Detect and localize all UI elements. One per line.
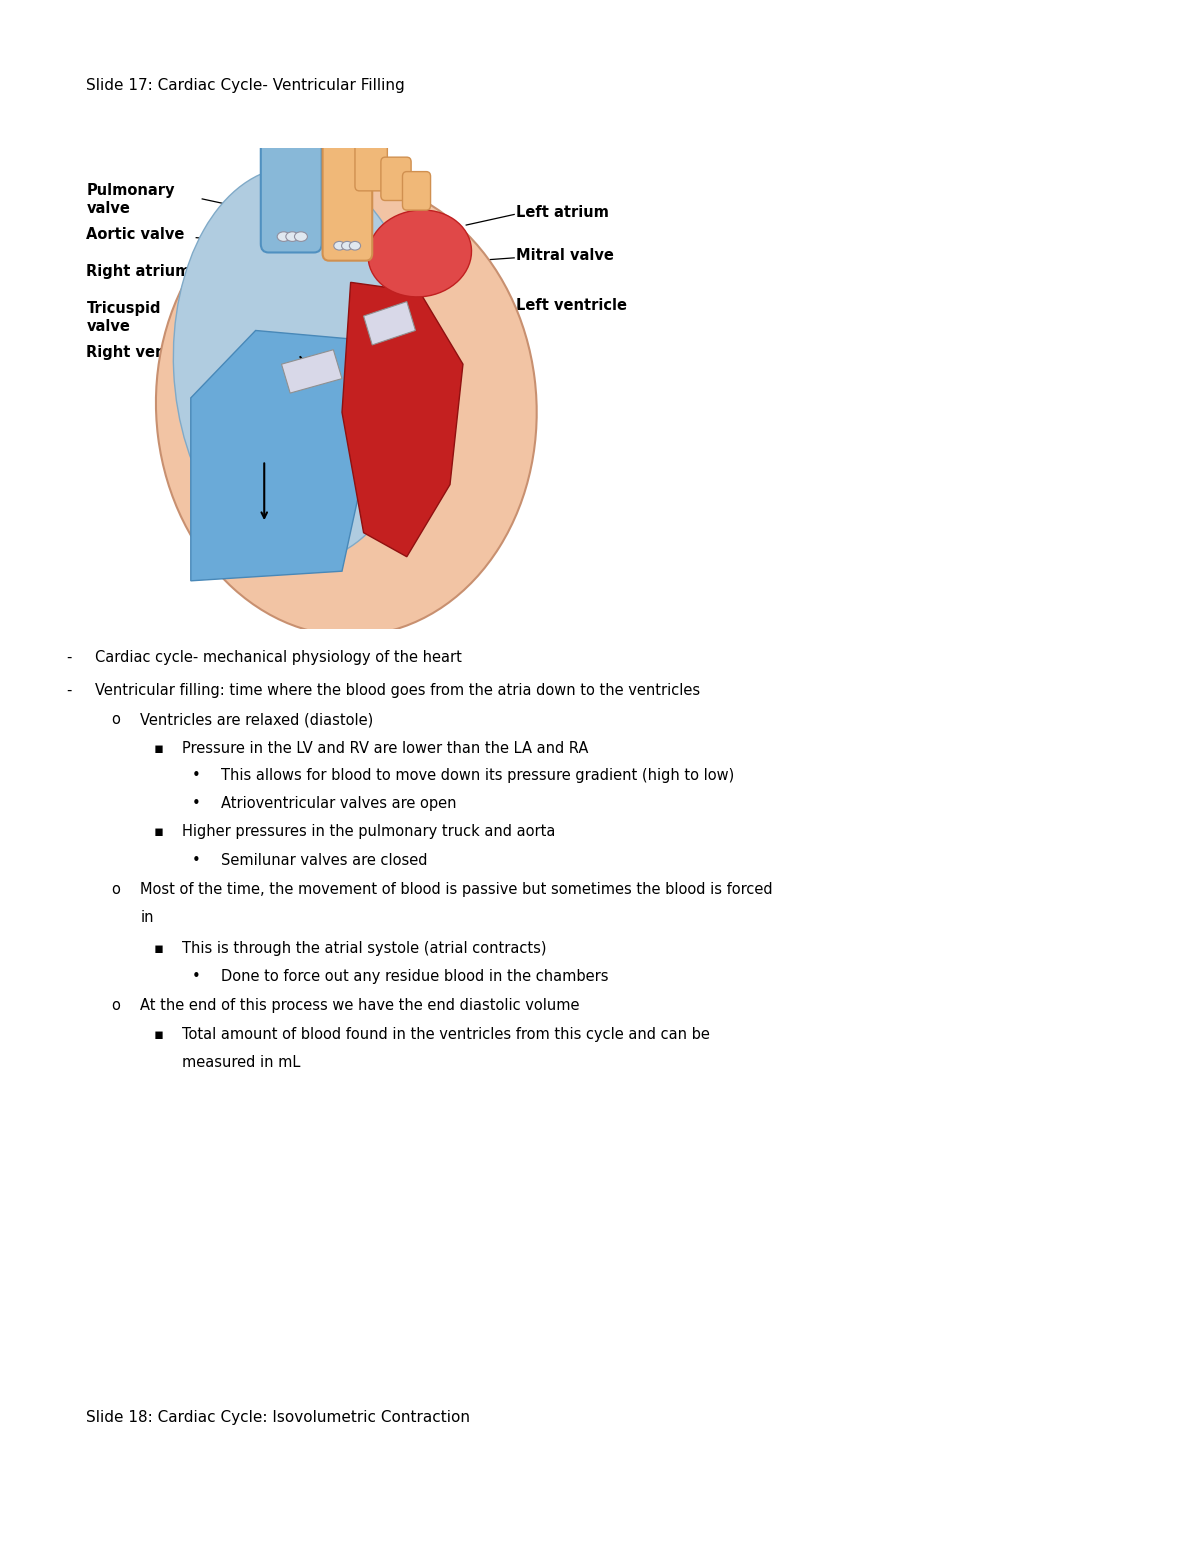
Text: •: • bbox=[192, 969, 200, 985]
FancyBboxPatch shape bbox=[323, 130, 372, 261]
Text: Left atrium: Left atrium bbox=[516, 205, 608, 221]
FancyBboxPatch shape bbox=[380, 157, 412, 200]
Text: ▪: ▪ bbox=[154, 941, 163, 957]
Text: This is through the atrial systole (atrial contracts): This is through the atrial systole (atri… bbox=[182, 941, 547, 957]
Text: Aortic valve: Aortic valve bbox=[86, 227, 185, 242]
Text: ▪: ▪ bbox=[154, 741, 163, 756]
Ellipse shape bbox=[156, 179, 536, 635]
Text: o: o bbox=[112, 711, 120, 727]
Ellipse shape bbox=[334, 241, 346, 250]
Text: Right ventricle: Right ventricle bbox=[86, 345, 209, 360]
Text: -: - bbox=[66, 683, 71, 697]
Text: Atrioventricular valves are open: Atrioventricular valves are open bbox=[221, 795, 456, 811]
Ellipse shape bbox=[286, 231, 299, 241]
FancyBboxPatch shape bbox=[355, 138, 388, 191]
Text: Higher pressures in the pulmonary truck and aorta: Higher pressures in the pulmonary truck … bbox=[182, 825, 556, 839]
Text: o: o bbox=[112, 999, 120, 1013]
Ellipse shape bbox=[342, 241, 353, 250]
Text: Ventricles are relaxed (diastole): Ventricles are relaxed (diastole) bbox=[140, 711, 373, 727]
Text: Cardiac cycle- mechanical physiology of the heart: Cardiac cycle- mechanical physiology of … bbox=[95, 649, 462, 665]
Text: o: o bbox=[112, 882, 120, 898]
Ellipse shape bbox=[349, 241, 360, 250]
Ellipse shape bbox=[173, 166, 425, 562]
Text: Total amount of blood found in the ventricles from this cycle and can be: Total amount of blood found in the ventr… bbox=[182, 1028, 710, 1042]
Text: Most of the time, the movement of blood is passive but sometimes the blood is fo: Most of the time, the movement of blood … bbox=[140, 882, 773, 898]
Text: At the end of this process we have the end diastolic volume: At the end of this process we have the e… bbox=[140, 999, 580, 1013]
Text: in: in bbox=[140, 910, 154, 926]
Ellipse shape bbox=[294, 231, 307, 241]
Polygon shape bbox=[191, 331, 377, 581]
Text: This allows for blood to move down its pressure gradient (high to low): This allows for blood to move down its p… bbox=[221, 769, 734, 783]
Text: •: • bbox=[192, 769, 200, 783]
Text: Right atrium: Right atrium bbox=[86, 264, 191, 280]
Text: Pulmonary
valve: Pulmonary valve bbox=[86, 183, 175, 216]
Text: Slide 17: Cardiac Cycle- Ventricular Filling: Slide 17: Cardiac Cycle- Ventricular Fil… bbox=[86, 78, 406, 93]
Text: measured in mL: measured in mL bbox=[182, 1056, 301, 1070]
Text: Tricuspid
valve: Tricuspid valve bbox=[86, 301, 161, 334]
Text: -: - bbox=[66, 649, 71, 665]
Text: Semilunar valves are closed: Semilunar valves are closed bbox=[221, 853, 427, 868]
FancyBboxPatch shape bbox=[402, 171, 431, 210]
Text: ▪: ▪ bbox=[154, 825, 163, 839]
Text: Left ventricle: Left ventricle bbox=[516, 298, 628, 314]
Text: Ventricular filling: time where the blood goes from the atria down to the ventri: Ventricular filling: time where the bloo… bbox=[95, 683, 700, 697]
Text: Done to force out any residue blood in the chambers: Done to force out any residue blood in t… bbox=[221, 969, 608, 985]
Polygon shape bbox=[364, 301, 415, 345]
Text: •: • bbox=[192, 795, 200, 811]
Ellipse shape bbox=[368, 210, 472, 297]
Ellipse shape bbox=[277, 231, 290, 241]
Text: ▪: ▪ bbox=[154, 1028, 163, 1042]
Text: Slide 18: Cardiac Cycle: Isovolumetric Contraction: Slide 18: Cardiac Cycle: Isovolumetric C… bbox=[86, 1410, 470, 1426]
Polygon shape bbox=[342, 283, 463, 558]
Text: •: • bbox=[192, 853, 200, 868]
FancyBboxPatch shape bbox=[260, 129, 322, 253]
Polygon shape bbox=[282, 349, 342, 393]
Text: Pressure in the LV and RV are lower than the LA and RA: Pressure in the LV and RV are lower than… bbox=[182, 741, 589, 756]
Text: Mitral valve: Mitral valve bbox=[516, 248, 614, 264]
